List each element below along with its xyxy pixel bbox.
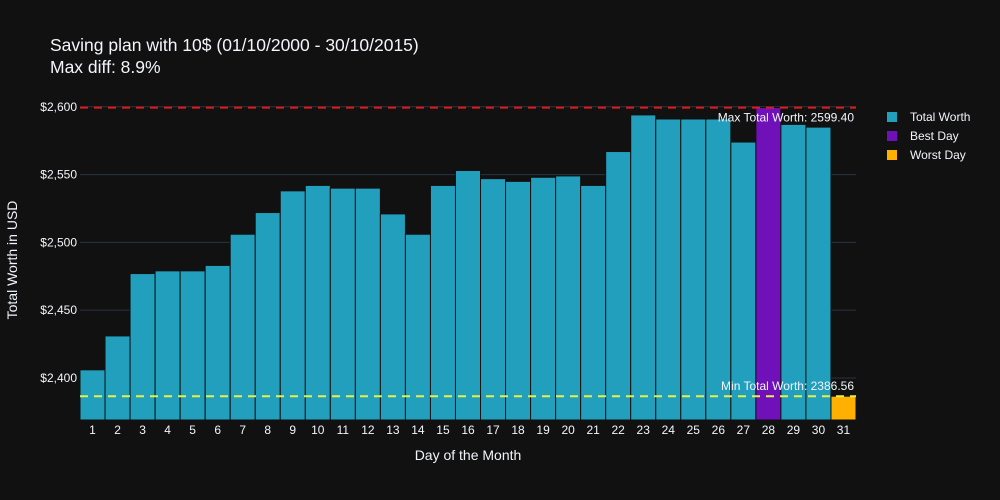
x-tick-label: 24 [662,423,676,437]
bar-day-27 [730,141,757,421]
x-tick-label: 8 [264,423,271,437]
bar-day-4 [154,270,181,421]
bar-day-19 [530,176,557,421]
bar-day-16 [454,170,482,421]
bar-day-5 [179,270,206,421]
x-tick-label: 3 [139,423,146,437]
bar-day-22 [605,151,632,421]
bar-day-18 [505,180,532,421]
bar-day-28 [755,107,782,421]
x-tick-label: 13 [386,423,400,437]
min-total-worth-label: Min Total Worth: 2386.56 [721,379,854,393]
x-tick-label: 16 [461,423,475,437]
bar-day-31 [830,395,857,421]
x-tick-label: 20 [561,423,575,437]
bar-day-11 [329,187,356,421]
bar-day-25 [680,118,707,421]
bar-day-8 [254,212,281,421]
x-tick-label: 22 [612,423,626,437]
legend-swatch-best-day [886,129,898,142]
x-axis-title: Day of the Month [415,447,522,463]
x-tick-label: 31 [837,423,851,437]
x-tick-label: 26 [712,423,726,437]
bar-day-30 [805,126,832,421]
bar-day-26 [705,118,732,421]
chart-title: Saving plan with 10$ (01/10/2000 - 30/10… [50,34,419,78]
x-tick-label: 30 [812,423,826,437]
bar-day-1 [79,369,106,421]
legend-item-total-worth[interactable]: Total Worth [886,107,970,126]
x-tick-label: 1 [89,423,96,437]
x-tick-label: 29 [787,423,801,437]
legend-swatch-total-worth [886,110,898,123]
bar-day-10 [304,184,331,421]
y-tick-label: $2,450 [40,303,77,317]
legend-swatch-worst-day [886,148,898,161]
y-tick-label: $2,400 [40,371,77,385]
x-tick-label: 15 [436,423,450,437]
legend-item-worst-day[interactable]: Worst Day [886,145,970,164]
x-tick-label: 5 [189,423,196,437]
bar-day-15 [429,184,456,421]
x-tick-label: 19 [536,423,550,437]
bar-day-21 [580,184,607,421]
bar-day-14 [404,233,431,421]
max-total-worth-label: Max Total Worth: 2599.40 [718,111,855,125]
x-tick-label: 9 [289,423,296,437]
x-tick-label: 28 [762,423,776,437]
y-tick-label: $2,600 [40,100,77,114]
legend: Total Worth Best Day Worst Day [886,107,970,164]
x-tick-label: 27 [737,423,751,437]
y-tick-label: $2,550 [40,168,77,182]
bar-day-2 [104,335,131,421]
legend-label-best-day: Best Day [910,128,959,143]
y-tick-label: $2,500 [40,235,77,249]
x-tick-label: 11 [337,423,350,437]
bar-day-17 [480,178,507,421]
x-tick-label: 4 [164,423,171,437]
x-tick-label: 18 [511,423,525,437]
bar-day-7 [229,233,256,421]
x-tick-label: 25 [687,423,701,437]
x-tick-label: 14 [411,423,425,437]
y-axis-title: Total Worth in USD [4,201,20,320]
chart-title-line1: Saving plan with 10$ (01/10/2000 - 30/10… [50,35,419,55]
reference-lines: Max Total Worth: 2599.40 Min Total Worth:… [80,106,856,398]
bar-day-20 [555,175,582,421]
bar-day-9 [279,190,306,421]
x-tick-label: 6 [214,423,221,437]
x-tick-label: 21 [586,423,600,437]
legend-label-worst-day: Worst Day [910,147,966,162]
bar-day-6 [204,264,231,421]
legend-label-total-worth: Total Worth [910,109,971,124]
legend-item-best-day[interactable]: Best Day [886,126,970,145]
x-tick-label: 7 [239,423,246,437]
bar-day-12 [354,187,381,421]
bar-day-24 [655,118,682,421]
bar-day-13 [379,213,406,421]
x-tick-label: 23 [637,423,651,437]
bars [79,107,857,421]
chart-title-line2: Max diff: 8.9% [50,57,161,77]
x-tick-label: 12 [361,423,375,437]
bar-day-29 [780,123,807,421]
x-tick-label: 17 [486,423,500,437]
bar-day-23 [630,114,657,421]
bar-day-3 [129,273,156,421]
x-tick-label: 2 [114,423,121,437]
x-tick-label: 10 [311,423,325,437]
